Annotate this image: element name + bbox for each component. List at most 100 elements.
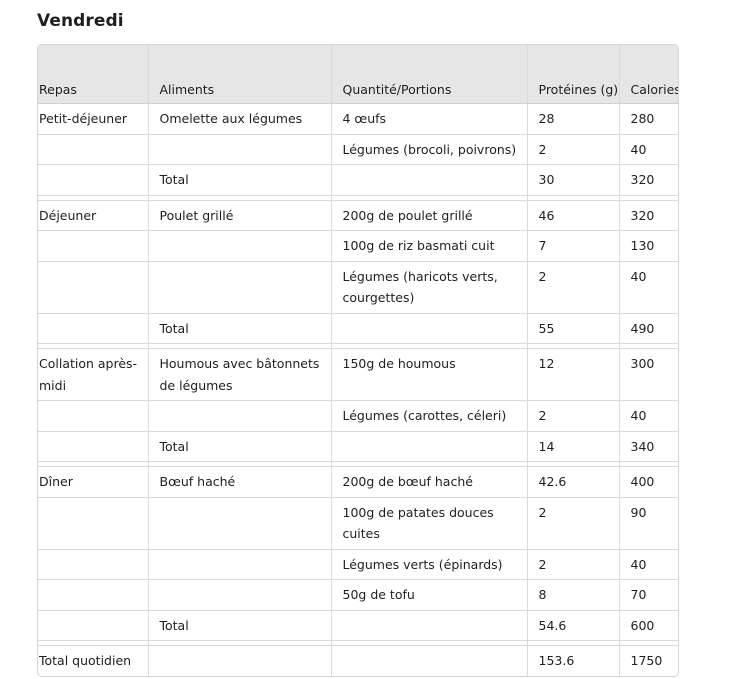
table-row: Petit-déjeuner Omelette aux légumes 4 œufs…	[38, 103, 678, 135]
cell-food	[148, 400, 332, 432]
cell-calories: 340	[619, 431, 678, 462]
table-row: Collation après-midi Houmous avec bâtonne…	[38, 348, 678, 401]
section-spacer-row	[38, 461, 678, 467]
spacer-cell	[148, 461, 332, 467]
table-row: Légumes (carottes, céleri) 2 40	[38, 400, 678, 432]
cell-quantity: Légumes (haricots verts, courgettes)	[331, 261, 528, 314]
cell-quantity	[331, 164, 528, 196]
cell-calories: 40	[619, 400, 678, 432]
spacer-cell	[331, 195, 528, 201]
cell-quantity: 100g de patates douces cuites	[331, 497, 528, 550]
spacer-cell	[38, 343, 149, 349]
table-row: Dîner Bœuf haché 200g de bœuf haché 42.6 400	[38, 466, 678, 498]
spacer-cell	[148, 640, 332, 646]
cell-quantity: Légumes (brocoli, poivrons)	[331, 134, 528, 165]
cell-protein: 2	[527, 134, 620, 165]
cell-food	[148, 261, 332, 314]
table-row: Total 30 320	[38, 164, 678, 196]
table-row: 100g de riz basmati cuit 7 130	[38, 230, 678, 262]
section-spacer-row	[38, 640, 678, 646]
cell-calories: 280	[619, 103, 678, 135]
header-quantity: Quantité/Portions	[331, 45, 528, 104]
cell-food	[148, 230, 332, 262]
table-row: Total quotidien 153.6 1750	[38, 645, 678, 676]
cell-food	[148, 134, 332, 165]
cell-meal	[38, 313, 149, 344]
spacer-cell	[527, 195, 620, 201]
table-row: Légumes (haricots verts, courgettes) 2 40	[38, 261, 678, 314]
cell-calories: 40	[619, 549, 678, 580]
cell-meal	[38, 579, 149, 611]
day-title: Vendredi	[37, 11, 124, 31]
cell-protein: 2	[527, 549, 620, 580]
table-row: 100g de patates douces cuites 2 90	[38, 497, 678, 550]
cell-quantity	[331, 431, 528, 462]
cell-quantity: 150g de houmous	[331, 348, 528, 401]
spacer-cell	[331, 640, 528, 646]
cell-protein: 8	[527, 579, 620, 611]
cell-calories: 40	[619, 261, 678, 314]
spacer-cell	[527, 640, 620, 646]
cell-quantity: Légumes verts (épinards)	[331, 549, 528, 580]
cell-meal	[38, 431, 149, 462]
table-row: Déjeuner Poulet grillé 200g de poulet gril…	[38, 200, 678, 231]
cell-meal: Dîner	[38, 466, 149, 498]
cell-meal: Collation après-midi	[38, 348, 149, 401]
spacer-cell	[331, 461, 528, 467]
cell-protein: 2	[527, 261, 620, 314]
cell-protein: 2	[527, 497, 620, 550]
cell-food: Total	[148, 431, 332, 462]
cell-protein: 12	[527, 348, 620, 401]
table-body: Petit-déjeuner Omelette aux légumes 4 œufs…	[38, 103, 678, 676]
cell-protein: 54.6	[527, 610, 620, 641]
table-row: Total 14 340	[38, 431, 678, 462]
cell-food	[148, 497, 332, 550]
cell-calories: 70	[619, 579, 678, 611]
cell-protein: 30	[527, 164, 620, 196]
cell-food: Total	[148, 610, 332, 641]
spacer-cell	[148, 343, 332, 349]
cell-quantity: 200g de bœuf haché	[331, 466, 528, 498]
cell-calories: 130	[619, 230, 678, 262]
cell-protein: 153.6	[527, 645, 620, 676]
cell-calories: 300	[619, 348, 678, 401]
cell-meal	[38, 164, 149, 196]
cell-quantity	[331, 610, 528, 641]
table-row: 50g de tofu 8 70	[38, 579, 678, 611]
spacer-cell	[331, 343, 528, 349]
cell-protein: 14	[527, 431, 620, 462]
cell-quantity: 100g de riz basmati cuit	[331, 230, 528, 262]
header-calories: Calories	[619, 45, 678, 104]
cell-meal: Total quotidien	[38, 645, 149, 676]
spacer-cell	[38, 195, 149, 201]
cell-quantity: 4 œufs	[331, 103, 528, 135]
cell-protein: 7	[527, 230, 620, 262]
cell-quantity	[331, 645, 528, 676]
spacer-cell	[38, 461, 149, 467]
cell-protein: 2	[527, 400, 620, 432]
cell-calories: 320	[619, 200, 678, 231]
spacer-cell	[619, 195, 678, 201]
cell-calories: 320	[619, 164, 678, 196]
cell-calories: 490	[619, 313, 678, 344]
header-protein: Protéines (g)	[527, 45, 620, 104]
cell-meal	[38, 610, 149, 641]
spacer-cell	[527, 343, 620, 349]
cell-food: Bœuf haché	[148, 466, 332, 498]
table-header: Repas Aliments Quantité/Portions Protéin…	[38, 45, 678, 104]
spacer-cell	[38, 640, 149, 646]
cell-calories: 600	[619, 610, 678, 641]
spacer-cell	[148, 195, 332, 201]
cell-meal: Petit-déjeuner	[38, 103, 149, 135]
cell-meal	[38, 230, 149, 262]
cell-meal	[38, 549, 149, 580]
section-spacer-row	[38, 195, 678, 201]
cell-food	[148, 549, 332, 580]
meal-plan-table: Repas Aliments Quantité/Portions Protéin…	[38, 45, 678, 676]
cell-calories: 1750	[630, 653, 663, 668]
cell-food: Total	[148, 164, 332, 196]
spacer-cell	[619, 640, 678, 646]
cell-protein: 46	[527, 200, 620, 231]
header-row: Repas Aliments Quantité/Portions Protéin…	[38, 45, 678, 104]
cell-protein: 28	[527, 103, 620, 135]
